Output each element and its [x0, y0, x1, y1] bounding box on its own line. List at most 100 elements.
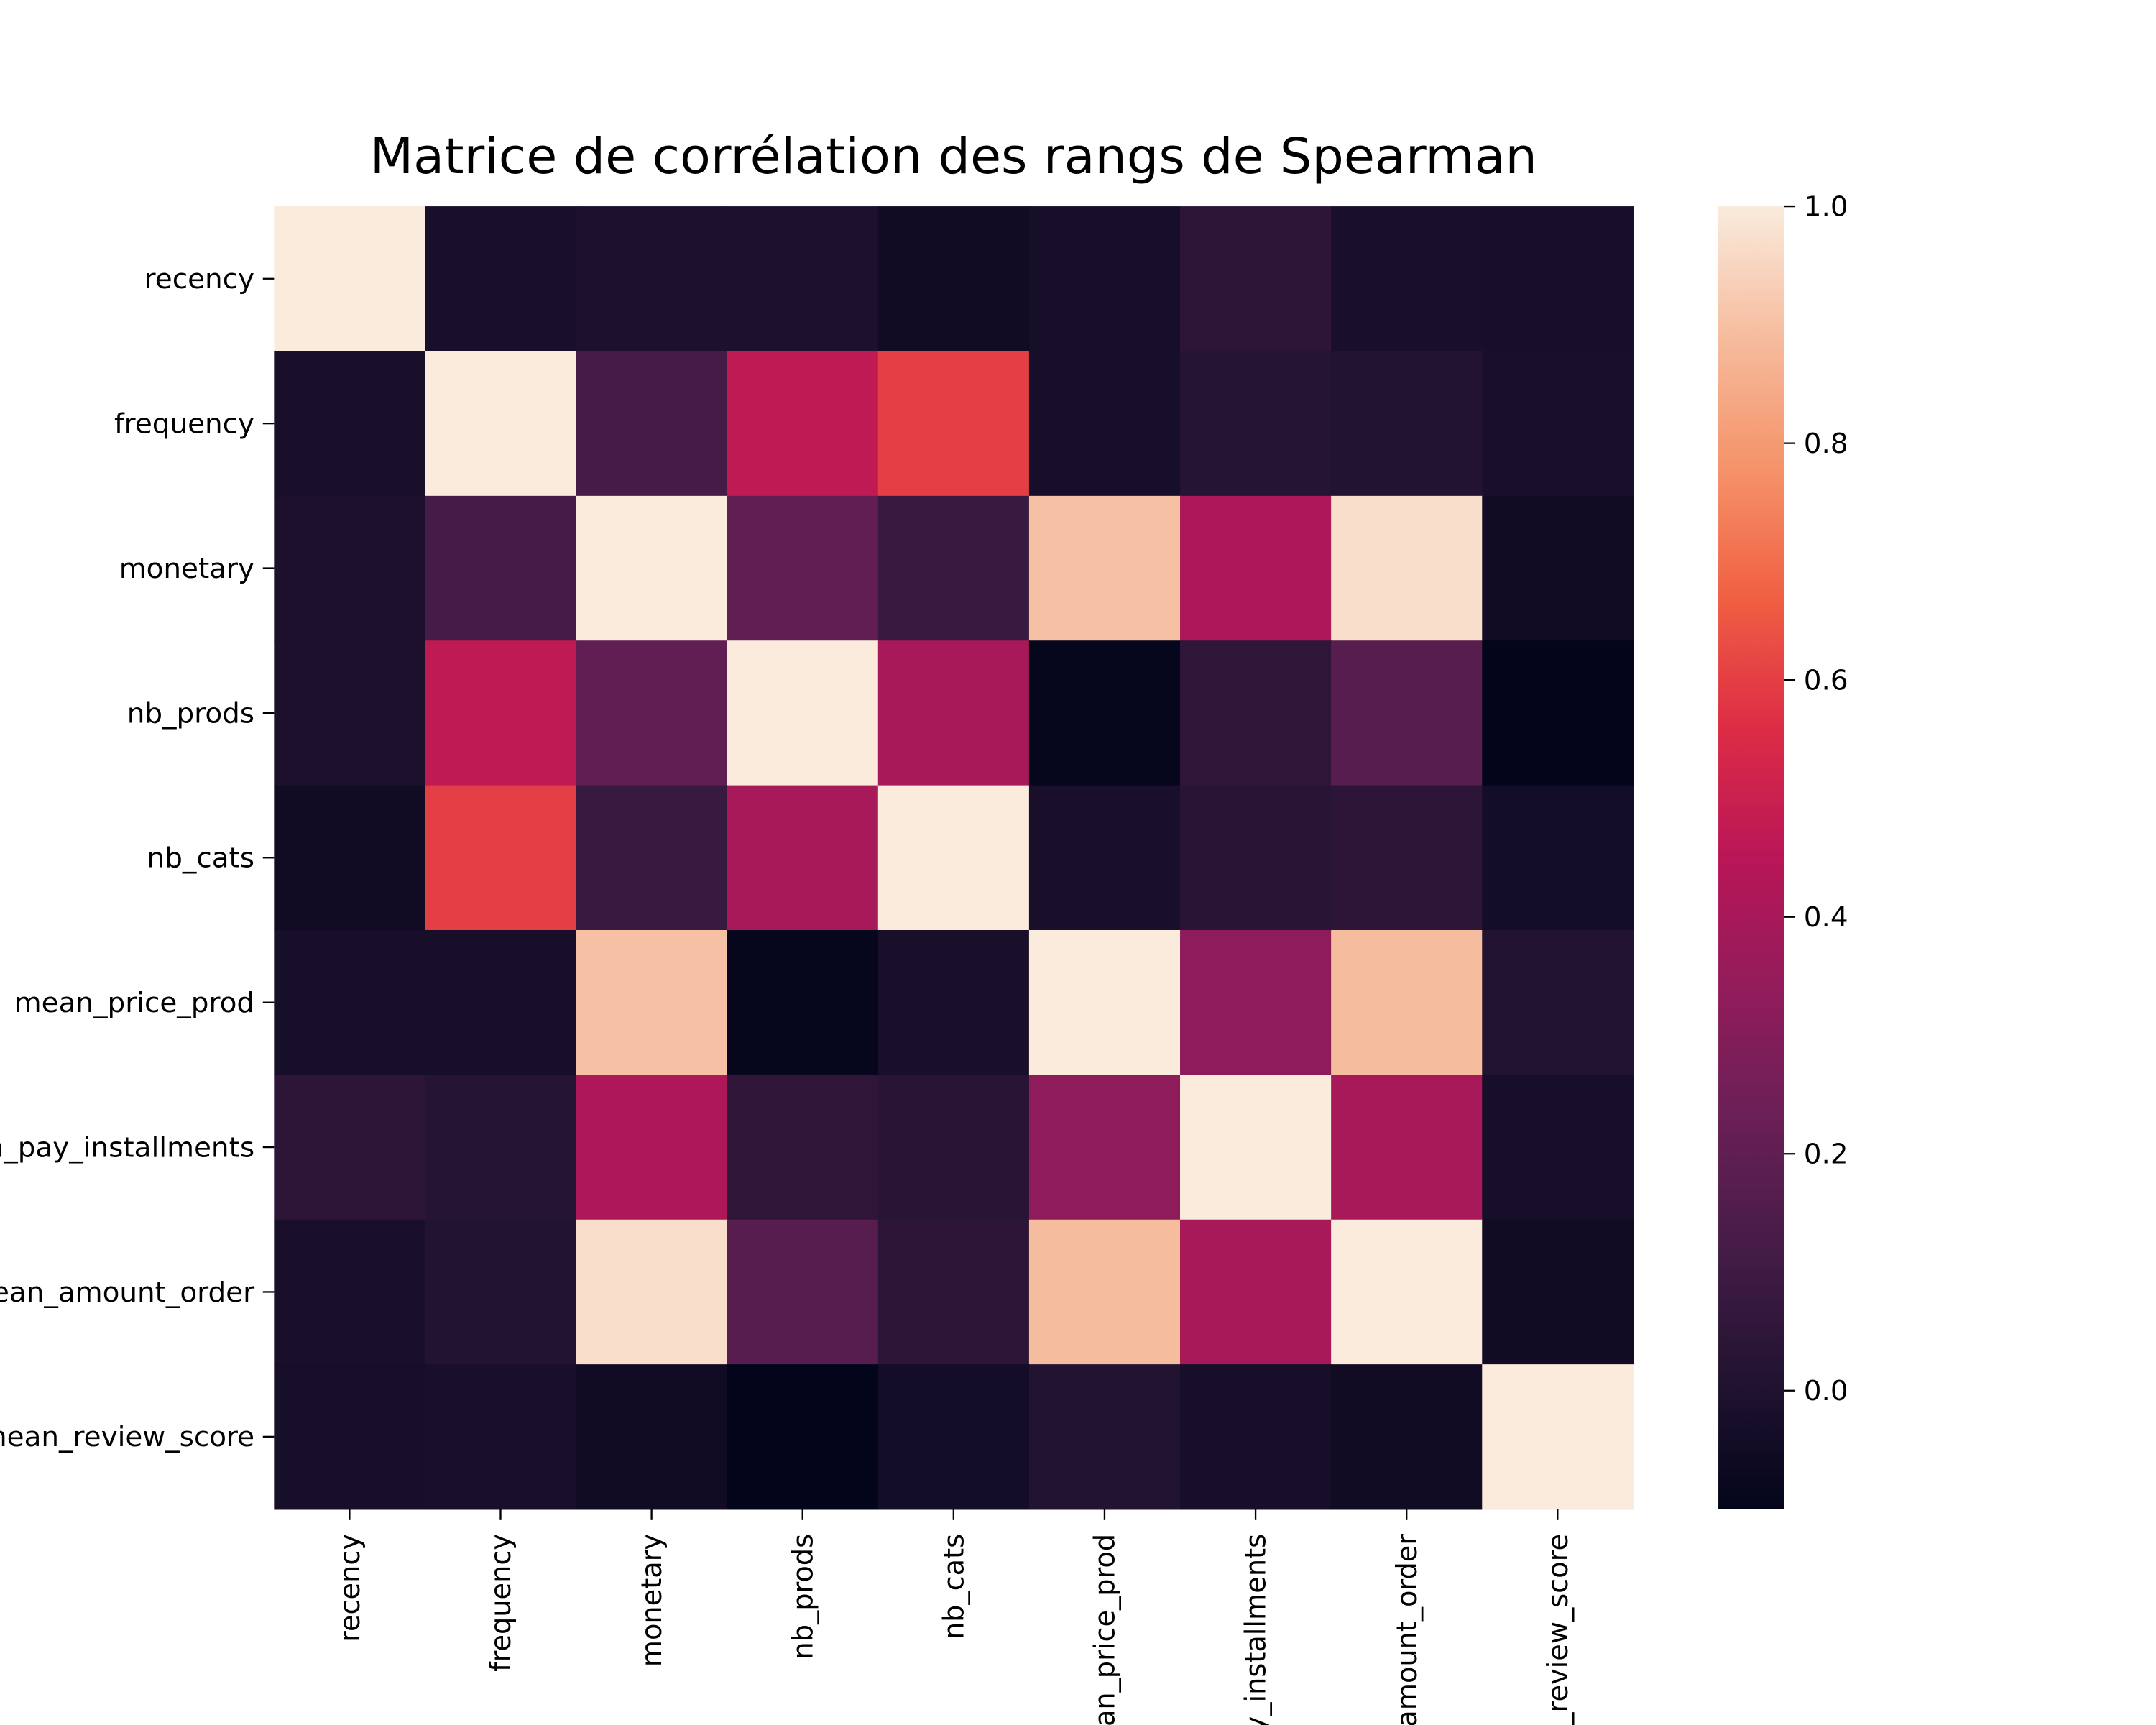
heatmap-cell: [576, 1075, 728, 1220]
heatmap-cell: [1028, 495, 1181, 642]
heatmap-cell: [576, 1364, 728, 1510]
heatmap-cell: [425, 206, 577, 352]
colorbar-tick-label: 0.0: [1804, 1375, 1848, 1407]
heatmap-cell: [877, 206, 1030, 352]
heatmap-cell: [1482, 351, 1634, 497]
x-tick-label: nb_prods: [787, 1534, 819, 1659]
heatmap-cell: [1331, 929, 1483, 1076]
heatmap-cell: [1180, 1364, 1332, 1510]
y-tick-label: mean_amount_order: [0, 1276, 254, 1309]
heatmap-cell: [727, 206, 879, 352]
heatmap-cell: [274, 1364, 426, 1510]
heatmap-cell: [727, 1219, 879, 1366]
heatmap-cell: [1482, 495, 1634, 642]
heatmap-cell: [727, 640, 879, 786]
y-tick-label: mean_pay_installments: [0, 1132, 254, 1164]
heatmap-cell: [1180, 1075, 1332, 1220]
heatmap-cell: [1028, 1075, 1181, 1220]
x-tick-label: nb_cats: [938, 1534, 970, 1639]
heatmap-cell: [1028, 351, 1181, 497]
heatmap-cell: [1028, 785, 1181, 931]
colorbar-tick-label: 0.8: [1804, 428, 1848, 460]
heatmap-cell: [877, 351, 1030, 497]
y-tick-label: nb_cats: [147, 842, 255, 875]
heatmap-cell: [425, 785, 577, 931]
heatmap-cell: [1331, 495, 1483, 642]
heatmap-cell: [1180, 785, 1332, 931]
heatmap-cell: [1180, 640, 1332, 786]
x-tick-label: mean_review_score: [1542, 1534, 1575, 1725]
heatmap-cell: [1028, 929, 1181, 1076]
heatmap-cell: [1331, 1219, 1483, 1366]
colorbar-tick-label: 0.2: [1804, 1138, 1848, 1171]
heatmap-cell: [425, 1219, 577, 1366]
y-tick-label: monetary: [119, 553, 254, 585]
heatmap-cell: [1180, 351, 1332, 497]
y-tick-label: nb_prods: [127, 698, 254, 730]
x-tick-label: frequency: [485, 1534, 517, 1672]
heatmap-cell: [274, 495, 426, 642]
heatmap-cell: [1028, 1219, 1181, 1366]
heatmap-cell: [576, 929, 728, 1076]
heatmap-cell: [1331, 206, 1483, 352]
heatmap-cell: [877, 1364, 1030, 1510]
colorbar-tick-label: 1.0: [1804, 191, 1848, 224]
heatmap-cell: [1028, 1364, 1181, 1510]
x-tick-label: mean_pay_installments: [1240, 1534, 1272, 1725]
x-tick-label: monetary: [636, 1534, 668, 1667]
x-tick-label: mean_amount_order: [1391, 1534, 1424, 1725]
heatmap-cell: [425, 640, 577, 786]
heatmap-cell: [877, 785, 1030, 931]
heatmap-cell: [727, 1364, 879, 1510]
heatmap-cell: [727, 495, 879, 642]
heatmap-cell: [877, 1219, 1030, 1366]
heatmap-cell: [1028, 206, 1181, 352]
heatmap-cell: [274, 1219, 426, 1366]
y-tick-label: recency: [144, 263, 254, 295]
heatmap-cell: [576, 785, 728, 931]
heatmap-cell: [727, 929, 879, 1076]
y-tick-label: frequency: [114, 408, 254, 441]
heatmap-cell: [274, 206, 426, 352]
heatmap-cell: [727, 351, 879, 497]
heatmap-cell: [1482, 929, 1634, 1076]
colorbar-tick-label: 0.6: [1804, 665, 1848, 697]
heatmap-cell: [274, 785, 426, 931]
colorbar: [1718, 206, 1784, 1509]
heatmap-cell: [425, 929, 577, 1076]
y-tick-label: mean_review_score: [0, 1422, 254, 1454]
heatmap-cell: [425, 1075, 577, 1220]
heatmap-cell: [727, 785, 879, 931]
heatmap-cell: [1331, 1075, 1483, 1220]
heatmap-cell: [1331, 351, 1483, 497]
heatmap-cell: [1482, 785, 1634, 931]
heatmap-cell: [576, 1219, 728, 1366]
heatmap-cell: [1180, 495, 1332, 642]
heatmap-cell: [576, 640, 728, 786]
heatmap-cell: [274, 929, 426, 1076]
heatmap-cell: [1482, 1364, 1634, 1510]
heatmap-cell: [877, 929, 1030, 1076]
heatmap-cell: [425, 351, 577, 497]
heatmap-cell: [1180, 1219, 1332, 1366]
heatmap-cell: [1331, 1364, 1483, 1510]
heatmap-cell: [727, 1075, 879, 1220]
heatmap-cell: [274, 1075, 426, 1220]
heatmap-cell: [1331, 785, 1483, 931]
x-tick-label: mean_price_prod: [1089, 1534, 1121, 1725]
heatmap-cell: [576, 495, 728, 642]
heatmap-cell: [1180, 206, 1332, 352]
y-tick-label: mean_price_prod: [14, 987, 254, 1019]
heatmap-cell: [425, 1364, 577, 1510]
heatmap-cell: [425, 495, 577, 642]
chart-title: Matrice de corrélation des rangs de Spea…: [370, 129, 1537, 185]
heatmap-cell: [1482, 1075, 1634, 1220]
heatmap-cell: [274, 640, 426, 786]
heatmap-cell: [1482, 206, 1634, 352]
heatmap-cell: [877, 495, 1030, 642]
heatmap-cell: [877, 640, 1030, 786]
x-tick-label: recency: [334, 1534, 367, 1642]
heatmap-cell: [1482, 1219, 1634, 1366]
